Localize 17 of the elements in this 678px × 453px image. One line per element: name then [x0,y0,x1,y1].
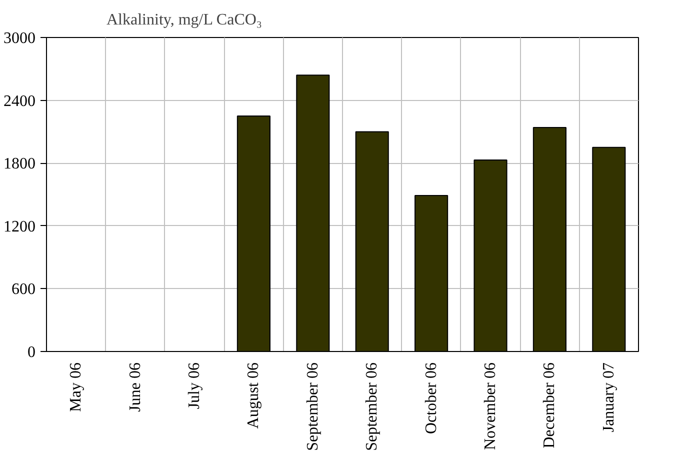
x-tick-label: October 06 [422,362,440,434]
y-tick-label: 1200 [4,218,36,236]
x-tick-label: December 06 [541,362,558,448]
y-tick-label: 1800 [4,156,36,173]
chart-title: Alkalinity, mg/L CaCO₃ [106,12,262,28]
x-tick-label: September 06 [364,362,381,451]
y-tick-label: 0 [28,344,36,361]
x-tick-label: June 06 [126,362,144,412]
x-tick-label: January 07 [600,362,618,432]
x-tick-label: September 06 [304,362,322,451]
y-tick-label: 600 [12,281,36,298]
y-tick-label: 2400 [4,92,36,110]
y-tick-label: 3000 [4,30,36,47]
x-tick-label: May 06 [68,362,85,412]
x-tick-label: July 06 [186,362,203,410]
x-tick-label: August 06 [245,362,262,429]
x-tick-label: November 06 [482,362,499,450]
